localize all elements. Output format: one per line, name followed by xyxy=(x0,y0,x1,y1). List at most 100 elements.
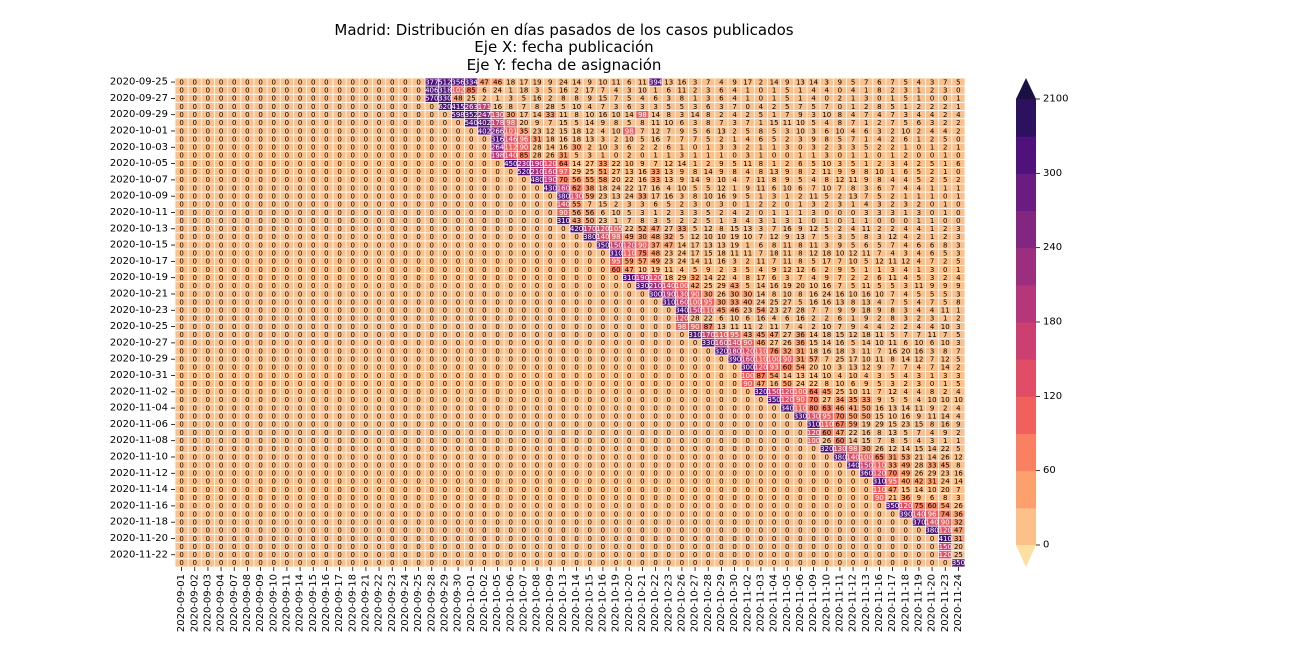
cell-value: 0 xyxy=(403,404,407,412)
cell-value: 0 xyxy=(364,78,368,86)
cell-value: 7 xyxy=(825,307,829,315)
cell-value: 0 xyxy=(456,168,460,176)
cell-value: 3 xyxy=(864,209,868,217)
cell-value: 0 xyxy=(601,347,605,355)
cell-value: 0 xyxy=(495,323,499,331)
cell-value: 0 xyxy=(469,233,473,241)
cell-value: 0 xyxy=(574,258,578,266)
cell-value: 8 xyxy=(851,298,855,306)
cell-value: 34 xyxy=(835,396,844,404)
cell-value: 0 xyxy=(324,87,328,95)
cell-value: 0 xyxy=(522,201,526,209)
cell-value: 45 xyxy=(822,388,831,396)
cell-value: 8 xyxy=(706,119,710,127)
cell-value: 7 xyxy=(732,103,736,111)
cell-value: 10 xyxy=(664,119,673,127)
cell-value: 0 xyxy=(324,339,328,347)
cell-value: 2 xyxy=(772,103,776,111)
cell-value: 64 xyxy=(559,160,568,168)
cell-value: 0 xyxy=(522,372,526,380)
cell-value: 4 xyxy=(917,78,922,86)
cell-value: 3 xyxy=(930,78,934,86)
cell-value: 0 xyxy=(509,355,513,363)
cell-value: 0 xyxy=(311,103,315,111)
cell-value: 0 xyxy=(285,103,289,111)
cell-value: 0 xyxy=(443,388,447,396)
cell-value: 8 xyxy=(693,168,697,176)
cell-value: 8 xyxy=(838,119,842,127)
cell-value: 0 xyxy=(495,396,499,404)
cell-value: 28 xyxy=(796,307,805,315)
cell-value: 0 xyxy=(640,315,644,323)
cell-value: 9 xyxy=(864,315,868,323)
cell-value: 14 xyxy=(691,258,700,266)
cell-value: 7 xyxy=(772,258,776,266)
cell-value: 0 xyxy=(337,176,341,184)
cell-value: 0 xyxy=(364,331,368,339)
cell-value: 110 xyxy=(715,331,728,339)
cell-value: 16 xyxy=(717,258,726,266)
cell-value: 0 xyxy=(390,176,394,184)
cell-value: 1 xyxy=(917,95,921,103)
cell-value: 0 xyxy=(337,78,341,86)
cell-value: 2 xyxy=(904,380,908,388)
cell-value: 0 xyxy=(245,266,249,274)
cell-value: 0 xyxy=(193,323,197,331)
cell-value: 0 xyxy=(390,290,394,298)
cell-value: 0 xyxy=(219,192,223,200)
cell-value: 0 xyxy=(522,307,526,315)
cell-value: 0 xyxy=(877,217,881,225)
cell-value: 0 xyxy=(693,144,697,152)
cell-value: 5 xyxy=(851,160,855,168)
cell-value: 0 xyxy=(746,388,750,396)
cell-value: 0 xyxy=(561,355,565,363)
cell-value: 0 xyxy=(719,388,723,396)
cell-value: 1 xyxy=(719,217,723,225)
cell-value: 0 xyxy=(614,315,618,323)
cell-value: 0 xyxy=(272,111,276,119)
cell-value: 1 xyxy=(772,87,776,95)
cell-value: 3 xyxy=(614,103,618,111)
cell-value: 0 xyxy=(759,404,763,412)
cell-value: 3 xyxy=(877,372,881,380)
cell-value: 12 xyxy=(664,160,673,168)
cell-value: 2 xyxy=(719,266,723,274)
cell-value: 0 xyxy=(337,111,341,119)
cell-value: 7 xyxy=(838,184,842,192)
cell-value: 0 xyxy=(272,87,276,95)
cell-value: 15 xyxy=(730,225,739,233)
cell-value: 0 xyxy=(601,413,605,421)
cell-value: 59 xyxy=(585,192,594,200)
cell-value: 3 xyxy=(614,144,618,152)
cell-value: 0 xyxy=(509,266,513,274)
cell-value: 0 xyxy=(403,307,407,315)
cell-value: 14 xyxy=(691,111,700,119)
cell-value: 0 xyxy=(351,233,355,241)
cell-value: 0 xyxy=(640,364,644,372)
cell-value: 2 xyxy=(890,225,894,233)
cell-value: 8 xyxy=(825,135,829,143)
cell-value: 0 xyxy=(390,168,394,176)
cell-value: 0 xyxy=(456,274,460,282)
cell-value: 6 xyxy=(904,339,909,347)
cell-value: 35 xyxy=(519,127,528,135)
cell-value: 0 xyxy=(219,307,223,315)
cell-value: 0 xyxy=(680,355,684,363)
cell-value: 0 xyxy=(219,347,223,355)
cell-value: 0 xyxy=(311,315,315,323)
cell-value: 2 xyxy=(943,225,947,233)
cell-value: 0 xyxy=(193,274,197,282)
cell-value: 0 xyxy=(193,184,197,192)
cell-value: 5 xyxy=(667,201,671,209)
cell-value: 0 xyxy=(258,290,262,298)
cell-value: 0 xyxy=(456,331,460,339)
cell-value: 3 xyxy=(890,266,894,274)
cell-value: 2 xyxy=(851,274,855,282)
cell-value: 0 xyxy=(403,282,407,290)
cell-value: 0 xyxy=(390,111,394,119)
cell-value: 0 xyxy=(614,331,618,339)
cell-value: 0 xyxy=(430,266,434,274)
cell-value: 14 xyxy=(822,339,831,347)
cell-value: 8 xyxy=(772,176,776,184)
